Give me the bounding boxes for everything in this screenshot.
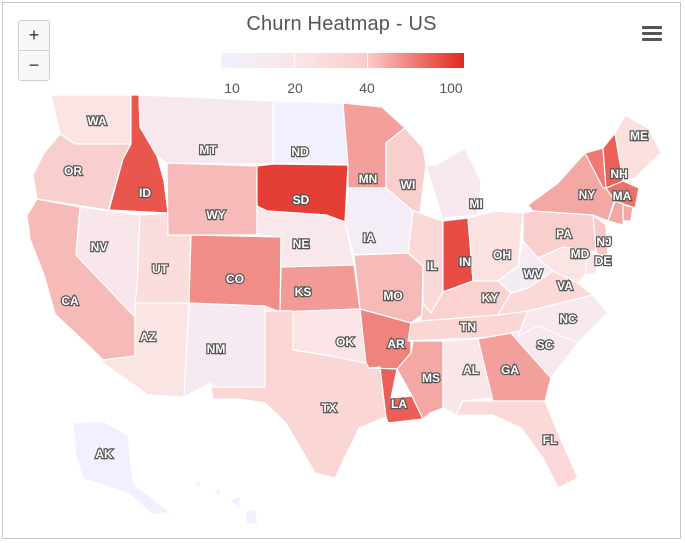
state-label-co: CO xyxy=(226,272,244,286)
chart-title: Churn Heatmap - US xyxy=(246,13,437,35)
state-hi[interactable] xyxy=(212,488,222,498)
state-nd[interactable] xyxy=(272,100,349,166)
state-label-az: AZ xyxy=(140,330,156,344)
legend-tick-mark xyxy=(294,53,295,68)
state-label-la: LA xyxy=(391,397,407,411)
zoom-controls: + − xyxy=(18,20,50,81)
state-label-wy: WY xyxy=(206,208,225,222)
state-label-ia: IA xyxy=(363,231,375,245)
state-label-ok: OK xyxy=(336,335,354,349)
state-label-nh: NH xyxy=(610,167,627,181)
state-label-ne: NE xyxy=(293,237,310,251)
state-label-nj: NJ xyxy=(596,235,611,249)
state-label-mo: MO xyxy=(383,289,402,303)
state-label-ga: GA xyxy=(501,363,519,377)
state-label-de: DE xyxy=(595,254,612,268)
us-map: WA OR CA ID NV AZ UT MT WY CO NM ND SD NE KS OK TX MN IA MO… xyxy=(26,94,662,526)
state-de[interactable] xyxy=(584,250,599,276)
state-label-ca: CA xyxy=(61,294,79,308)
state-label-wi: WI xyxy=(401,178,416,192)
state-label-nv: NV xyxy=(91,240,108,254)
state-label-sc: SC xyxy=(537,338,554,352)
state-label-nc: NC xyxy=(559,312,577,326)
state-label-fl: FL xyxy=(543,433,558,447)
zoom-in-button[interactable]: + xyxy=(28,25,40,45)
state-label-in: IN xyxy=(459,255,471,269)
hamburger-menu-icon[interactable] xyxy=(640,23,664,43)
state-label-ma: MA xyxy=(613,189,632,203)
state-label-me: ME xyxy=(630,129,648,143)
state-label-id: ID xyxy=(139,186,151,200)
state-or[interactable] xyxy=(32,133,132,211)
state-tx[interactable] xyxy=(210,310,387,479)
state-label-ks: KS xyxy=(295,285,312,299)
state-label-tn: TN xyxy=(460,320,476,334)
legend-label-20: 20 xyxy=(287,80,303,96)
state-label-ar: AR xyxy=(387,337,405,351)
state-label-mt: MT xyxy=(199,143,217,157)
state-label-al: AL xyxy=(463,363,479,377)
state-label-ak: AK xyxy=(95,447,113,461)
state-wi[interactable] xyxy=(385,127,427,214)
state-hi[interactable] xyxy=(244,508,259,526)
state-label-ut: UT xyxy=(152,262,169,276)
state-mi[interactable] xyxy=(425,147,482,222)
state-label-va: VA xyxy=(557,279,573,293)
state-label-mi: MI xyxy=(469,197,482,211)
state-fl[interactable] xyxy=(455,400,579,489)
state-me[interactable] xyxy=(614,114,662,182)
state-hi[interactable] xyxy=(228,496,242,509)
state-ks[interactable] xyxy=(279,264,361,313)
state-hi[interactable] xyxy=(192,480,202,490)
state-label-nd: ND xyxy=(291,145,309,159)
state-label-sd: SD xyxy=(293,193,310,207)
state-ms[interactable] xyxy=(396,340,444,420)
legend-gradient-bar xyxy=(221,53,464,68)
state-label-tx: TX xyxy=(321,401,336,415)
state-label-ms: MS xyxy=(422,371,440,385)
state-label-or: OR xyxy=(64,164,82,178)
state-label-pa: PA xyxy=(556,227,572,241)
state-label-md: MD xyxy=(571,247,590,261)
state-ak[interactable] xyxy=(72,420,172,516)
legend-label-10: 10 xyxy=(224,80,240,96)
state-label-mn: MN xyxy=(359,172,378,186)
state-label-il: IL xyxy=(427,259,438,273)
state-label-wa: WA xyxy=(87,114,107,128)
state-ga[interactable] xyxy=(477,332,552,402)
legend-tick-mark xyxy=(367,53,368,68)
legend-label-40: 40 xyxy=(359,80,375,96)
zoom-out-button[interactable]: − xyxy=(19,50,49,80)
state-label-oh: OH xyxy=(493,248,511,262)
state-label-ky: KY xyxy=(482,291,499,305)
state-label-nm: NM xyxy=(207,342,226,356)
state-label-wv: WV xyxy=(523,267,542,281)
state-wy[interactable] xyxy=(166,162,258,236)
state-label-ny: NY xyxy=(579,188,596,202)
legend-label-100: 100 xyxy=(439,80,463,96)
